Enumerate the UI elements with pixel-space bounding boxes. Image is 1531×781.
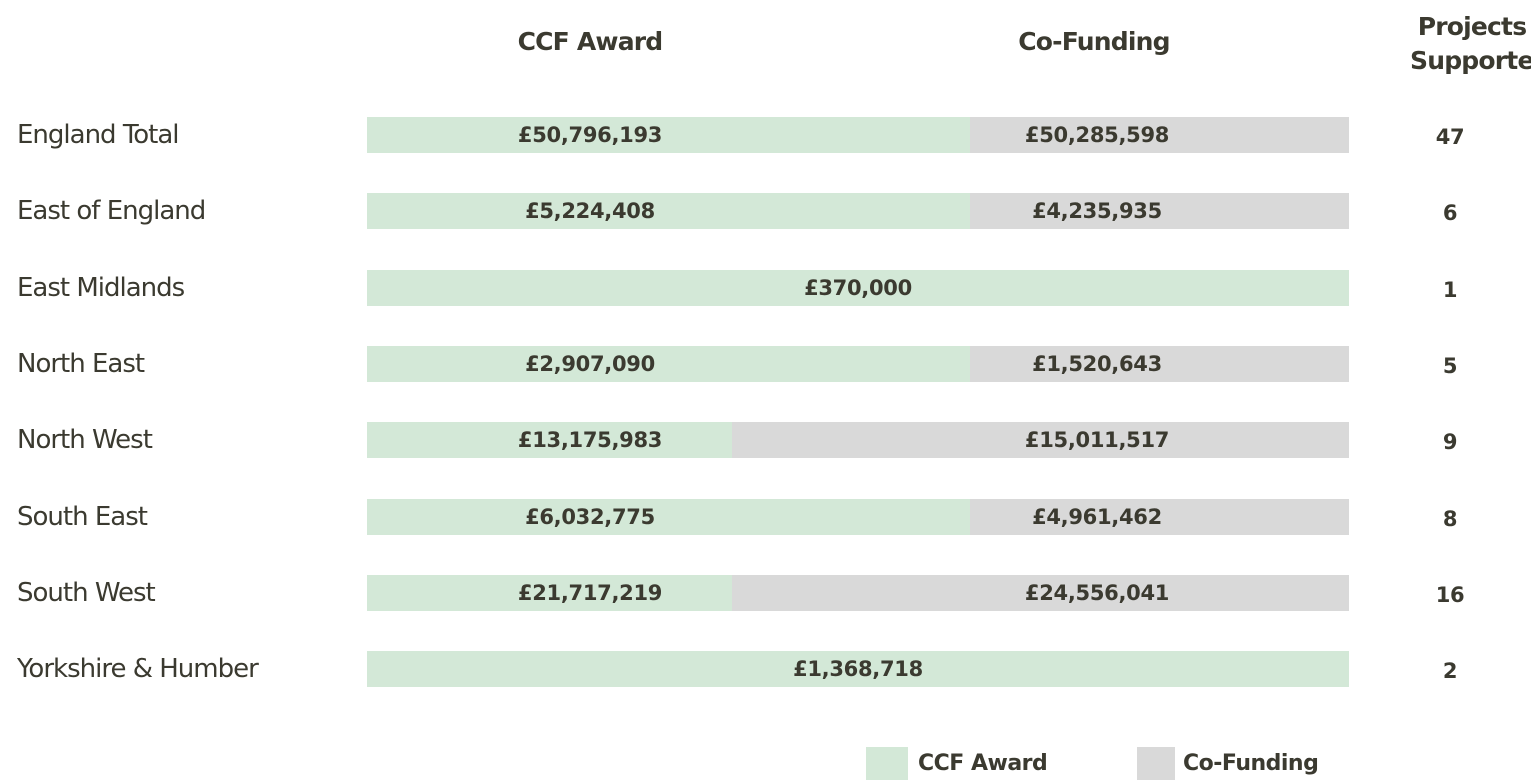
- cofunding-value: £24,556,041: [1024, 580, 1170, 605]
- ccf-value: £1,368,718: [793, 657, 923, 682]
- region-label: Yorkshire & Humber: [17, 654, 259, 685]
- projects-value: 16: [1435, 582, 1465, 607]
- projects-value: 8: [1442, 506, 1458, 531]
- header-cofunding: Co-Funding: [1018, 27, 1170, 56]
- cofunding-bar: [732, 574, 1349, 611]
- region-label: South East: [17, 501, 148, 532]
- projects-value: 6: [1442, 201, 1458, 226]
- ccf-value: £50,796,193: [517, 123, 663, 147]
- ccf-bar: [367, 498, 970, 535]
- region-label: North East: [17, 348, 145, 379]
- projects-value: 2: [1442, 659, 1458, 684]
- projects-value: 47: [1435, 125, 1465, 149]
- region-label: England Total: [17, 120, 180, 150]
- legend-swatch-cofunding: [1137, 747, 1175, 780]
- cofunding-bar: [970, 117, 1349, 153]
- ccf-bar: [367, 345, 970, 382]
- cofunding-value: £4,961,462: [1032, 504, 1162, 529]
- header-projects: Projects Supported: [1410, 12, 1531, 75]
- region-label: East of England: [17, 196, 206, 227]
- cofunding-bar: [970, 498, 1349, 535]
- region-label: East Midlands: [17, 272, 185, 303]
- cofunding-value: £15,011,517: [1024, 428, 1170, 453]
- region-label: South West: [17, 577, 156, 608]
- ccf-value: £13,175,983: [517, 428, 663, 453]
- legend-swatch-ccf: [866, 747, 908, 780]
- projects-value: 5: [1442, 353, 1458, 378]
- projects-value: 9: [1442, 430, 1458, 455]
- region-label: North West: [17, 425, 153, 456]
- projects-value: 1: [1442, 277, 1458, 302]
- legend-ccf: CCF Award: [918, 751, 1048, 776]
- ccf-value: £6,032,775: [525, 504, 655, 529]
- ccf-value: £21,717,219: [517, 580, 663, 605]
- ccf-bar: [367, 574, 732, 611]
- cofunding-bar: [732, 422, 1349, 459]
- cofunding-value: £50,285,598: [1024, 123, 1170, 147]
- ccf-bar: [367, 193, 970, 230]
- ccf-value: £2,907,090: [525, 351, 655, 376]
- legend-cofunding: Co-Funding: [1183, 751, 1319, 776]
- cofunding-value: £4,235,935: [1032, 199, 1162, 224]
- ccf-bar: [367, 117, 970, 153]
- header-ccf: CCF Award: [517, 27, 664, 56]
- ccf-bar: [367, 422, 732, 459]
- cofunding-bar: [970, 193, 1349, 230]
- ccf-value: £370,000: [804, 275, 912, 300]
- ccf-bar: [367, 651, 1349, 688]
- ccf-bar: [367, 269, 1349, 306]
- ccf-value: £5,224,408: [525, 199, 655, 224]
- cofunding-value: £1,520,643: [1032, 351, 1162, 376]
- cofunding-bar: [970, 345, 1349, 382]
